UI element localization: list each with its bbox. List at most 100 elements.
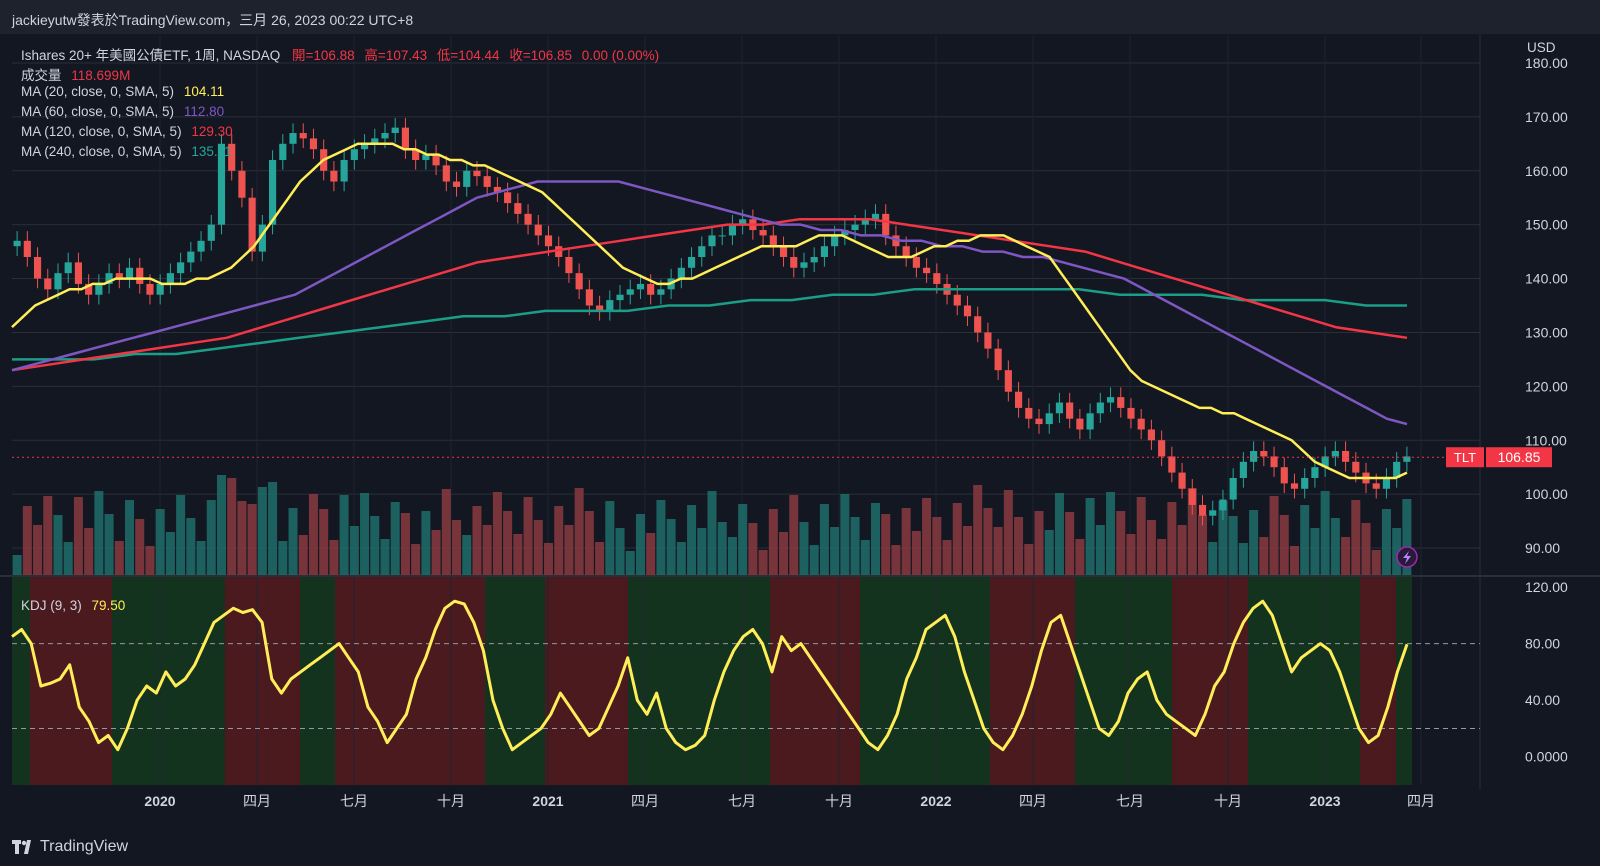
candle-body-26 bbox=[279, 143, 287, 160]
ohlc-legend: Ishares 20+ 年美國公債ETF, 1周, NASDAQ 開=106.8… bbox=[21, 44, 659, 64]
candle-body-31 bbox=[330, 170, 338, 182]
candle-body-73 bbox=[759, 230, 767, 236]
kdj-legend: KDJ (9, 3) 79.50 bbox=[21, 598, 125, 613]
volume-bar-29 bbox=[308, 494, 318, 575]
volume-bar-108 bbox=[1116, 511, 1126, 575]
candle-body-49 bbox=[514, 203, 522, 214]
volume-bar-14 bbox=[155, 509, 165, 575]
volume-bar-56 bbox=[584, 511, 594, 575]
candle-body-28 bbox=[299, 133, 307, 139]
volume-bar-68 bbox=[707, 491, 717, 575]
kdj-zone-14 bbox=[1172, 574, 1248, 785]
candle-body-114 bbox=[1178, 472, 1186, 489]
time-tick-label-4: 2021 bbox=[532, 793, 563, 809]
volume-bar-121 bbox=[1249, 510, 1259, 575]
volume-bar-0 bbox=[12, 555, 22, 575]
ma120-legend: MA (120, close, 0, SMA, 5) 129.30 bbox=[21, 124, 233, 139]
ma60-value: 112.80 bbox=[183, 104, 225, 119]
volume-bar-43 bbox=[452, 520, 462, 575]
volume-bar-87 bbox=[901, 508, 911, 575]
tradingview-logo-icon bbox=[12, 840, 31, 854]
volume-bar-111 bbox=[1146, 520, 1156, 575]
candle-body-55 bbox=[575, 273, 583, 290]
price-tick-label-0: 180.00 bbox=[1525, 55, 1568, 71]
candle-body-88 bbox=[912, 256, 920, 268]
candle-body-19 bbox=[207, 224, 215, 241]
volume-bar-6 bbox=[73, 497, 83, 575]
price-tick-label-7: 110.00 bbox=[1525, 432, 1567, 448]
candle-body-135 bbox=[1393, 461, 1401, 478]
candle-body-36 bbox=[381, 133, 389, 139]
candle-body-43 bbox=[452, 181, 461, 187]
volume-bar-4 bbox=[53, 515, 63, 575]
candle-body-106 bbox=[1096, 402, 1104, 414]
volume-bar-100 bbox=[1034, 511, 1044, 575]
volume-bar-93 bbox=[962, 526, 972, 575]
candle-body-120 bbox=[1239, 461, 1247, 478]
time-tick-label-3: 十月 bbox=[437, 793, 465, 809]
candle-body-61 bbox=[636, 283, 645, 290]
ma120-label: MA (120, close, 0, SMA, 5) bbox=[21, 124, 182, 139]
volume-bar-28 bbox=[298, 535, 308, 575]
candle-body-110 bbox=[1137, 418, 1145, 430]
ma120-line bbox=[11, 218, 1408, 372]
time-tick-label-0: 2020 bbox=[144, 793, 175, 809]
volume-bar-62 bbox=[646, 533, 656, 575]
volume-bar-114 bbox=[1177, 525, 1187, 575]
volume-bar-11 bbox=[125, 500, 135, 575]
candle-body-109 bbox=[1127, 407, 1135, 419]
candle-body-3 bbox=[44, 278, 52, 290]
candle-body-136 bbox=[1403, 456, 1411, 462]
candle-body-9 bbox=[105, 273, 113, 284]
candle-body-71 bbox=[739, 219, 747, 225]
volume-bar-124 bbox=[1279, 515, 1289, 575]
candle-body-58 bbox=[606, 300, 614, 311]
candle-body-95 bbox=[984, 332, 992, 349]
volume-bar-45 bbox=[472, 506, 482, 575]
candle-body-20 bbox=[217, 143, 226, 225]
candle-body-35 bbox=[371, 138, 379, 144]
volume-bar-65 bbox=[676, 542, 686, 575]
kdj-zone-2 bbox=[112, 574, 225, 785]
candle-body-118 bbox=[1219, 499, 1227, 511]
candle-body-122 bbox=[1260, 451, 1268, 457]
candle-body-25 bbox=[269, 159, 277, 225]
candle-body-105 bbox=[1086, 413, 1094, 430]
volume-bar-92 bbox=[952, 503, 962, 575]
volume-bar-15 bbox=[165, 532, 175, 575]
candle-body-37 bbox=[391, 127, 399, 134]
volume-bar-31 bbox=[329, 540, 339, 575]
low-label: 低= bbox=[436, 48, 459, 63]
kdj-zone-9 bbox=[628, 574, 770, 785]
volume-bar-7 bbox=[84, 528, 94, 575]
candle-body-119 bbox=[1229, 477, 1237, 500]
candle-body-15 bbox=[166, 273, 174, 284]
time-tick-label-6: 七月 bbox=[728, 793, 756, 809]
candle-body-121 bbox=[1250, 451, 1258, 462]
candle-body-90 bbox=[933, 273, 941, 284]
volume-bar-71 bbox=[738, 504, 748, 575]
volume-bar-33 bbox=[349, 526, 359, 575]
candle-body-93 bbox=[963, 305, 972, 317]
candle-body-85 bbox=[882, 213, 890, 236]
candle-body-83 bbox=[861, 219, 869, 225]
candle-body-51 bbox=[534, 224, 542, 236]
volume-bar-9 bbox=[104, 514, 114, 575]
volume-bar-13 bbox=[145, 546, 155, 575]
candle-body-66 bbox=[687, 256, 696, 268]
kdj-tick-label-2: 40.00 bbox=[1525, 692, 1560, 708]
candle-body-107 bbox=[1106, 397, 1115, 403]
volume-bar-86 bbox=[891, 545, 901, 575]
candle-body-46 bbox=[483, 176, 491, 187]
candle-body-70 bbox=[728, 224, 737, 236]
volume-bar-103 bbox=[1065, 512, 1075, 575]
volume-bar-23 bbox=[247, 504, 257, 575]
volume-bar-112 bbox=[1157, 539, 1167, 575]
candle-body-125 bbox=[1290, 483, 1299, 489]
candle-body-62 bbox=[647, 283, 655, 295]
volume-bar-113 bbox=[1167, 502, 1177, 575]
candle-body-104 bbox=[1076, 418, 1084, 430]
kdj-zone-13 bbox=[1075, 574, 1172, 785]
chart-canvas[interactable]: 180.00 170.00 160.00 150.00 140.00 130.00 120.… bbox=[0, 0, 1600, 830]
volume-bar-34 bbox=[360, 493, 370, 575]
